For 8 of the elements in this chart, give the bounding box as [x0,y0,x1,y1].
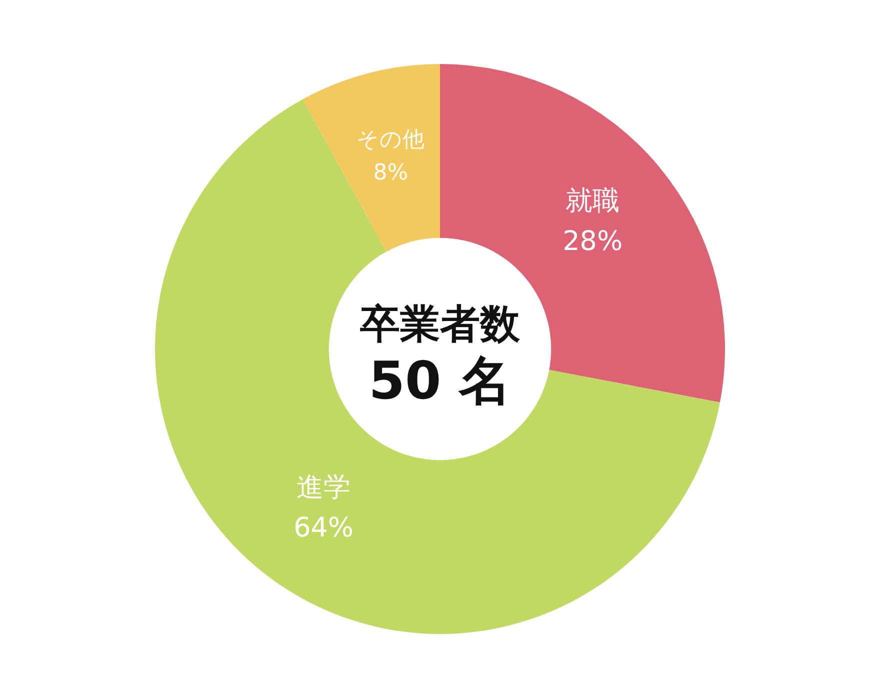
text: 卒業者数 [359,301,521,348]
slice-label: 進学 [296,472,351,504]
slice-label: 就職 [566,186,620,217]
data-label: 64% [294,512,354,544]
slice-label: その他 [356,127,425,152]
text: 50 名 [368,352,512,412]
data-label: 8% [373,160,408,186]
data-label: 28% [562,226,623,258]
